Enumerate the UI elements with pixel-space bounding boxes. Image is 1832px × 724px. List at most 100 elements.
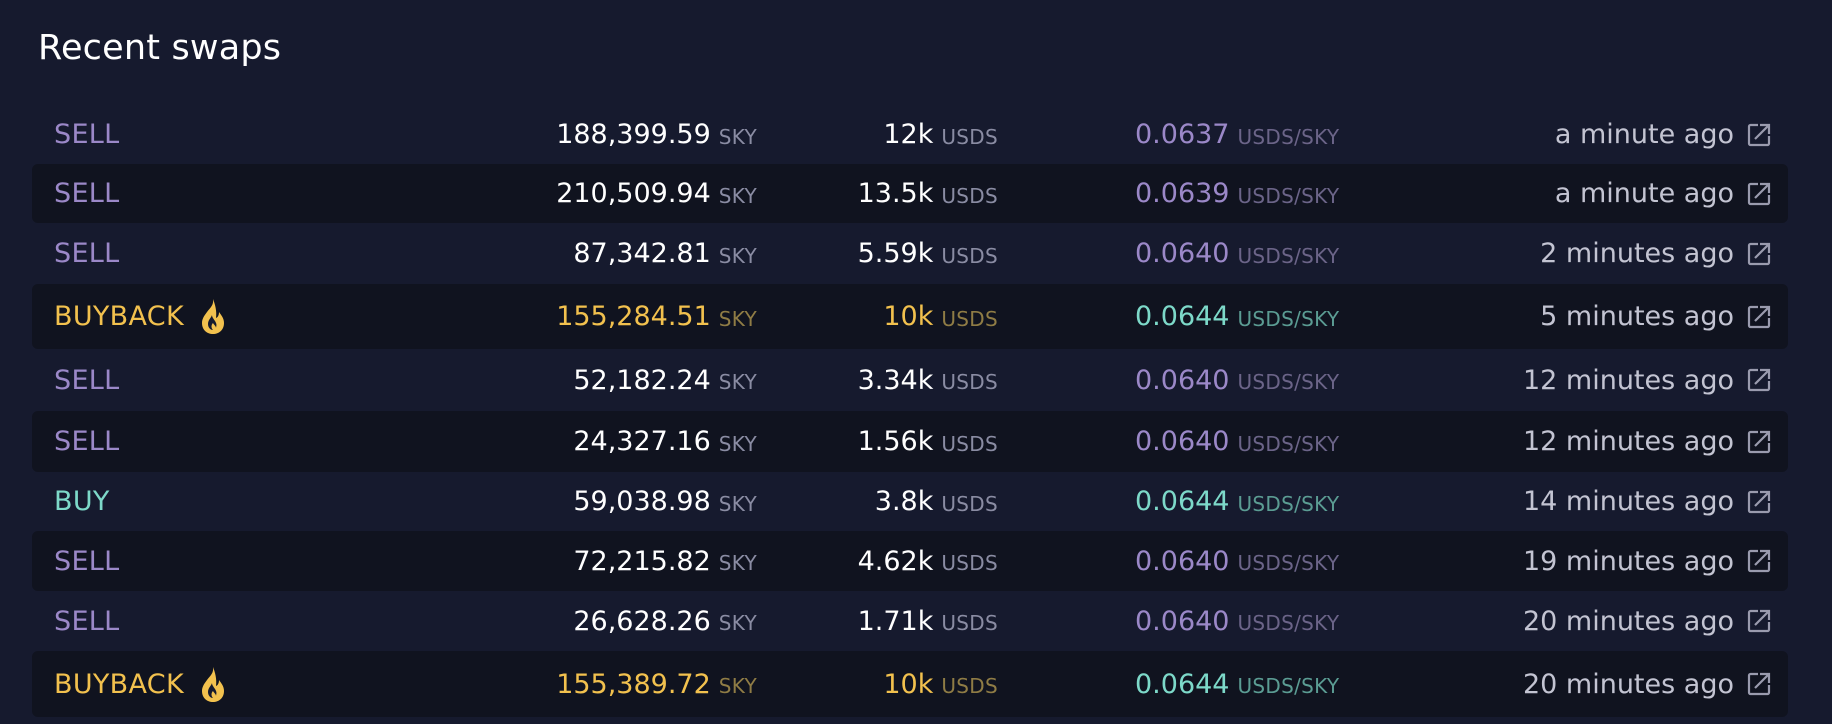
swap-type-label: SELL xyxy=(54,605,120,637)
swap-row[interactable]: SELL 52,182.24 SKY 3.34k USDS 0.0640 USDS/S… xyxy=(32,349,1788,411)
usds-amount-value: 12k xyxy=(883,119,934,150)
swap-row[interactable]: SELL 24,327.16 SKY 1.56k USDS 0.0640 USDS/S… xyxy=(32,411,1788,472)
usds-amount: 3.8k USDS xyxy=(875,472,998,531)
price: 0.0640 USDS/SKY xyxy=(1135,349,1339,411)
sky-amount-value: 210,509.94 xyxy=(556,178,711,209)
sky-amount: 72,215.82 SKY xyxy=(573,531,757,591)
sky-unit: SKY xyxy=(718,431,757,456)
usds-unit: USDS xyxy=(941,124,998,149)
sky-unit: SKY xyxy=(718,611,757,635)
swap-row[interactable]: SELL 210,509.94 SKY 13.5k USDS 0.0639 USDS/… xyxy=(32,164,1788,223)
time: 20 minutes ago xyxy=(1523,651,1772,717)
sky-amount-value: 24,327.16 xyxy=(573,426,711,457)
swap-type: BUY xyxy=(54,472,110,531)
sky-amount: 210,509.94 SKY xyxy=(556,164,757,223)
swap-row[interactable]: BUY 59,038.98 SKY 3.8k USDS 0.0644 USDS/SKY… xyxy=(32,472,1788,531)
sky-amount-value: 52,182.24 xyxy=(573,364,711,396)
swap-row[interactable]: BUYBACK 155,389.72 SKY 10k USDS 0.0644 USDS… xyxy=(32,651,1788,717)
price: 0.0644 USDS/SKY xyxy=(1135,472,1339,531)
sky-unit: SKY xyxy=(718,674,757,698)
usds-amount: 12k USDS xyxy=(883,105,998,164)
flame-icon xyxy=(201,299,224,334)
usds-unit: USDS xyxy=(941,674,998,698)
time-text: 20 minutes ago xyxy=(1522,668,1734,700)
swap-row[interactable]: SELL 26,628.26 SKY 1.71k USDS 0.0640 USDS/S… xyxy=(32,591,1788,651)
usds-unit: USDS xyxy=(941,183,998,208)
external-link-icon[interactable] xyxy=(1746,122,1772,148)
swap-row[interactable]: BUYBACK 155,284.51 SKY 10k USDS 0.0644 USDS… xyxy=(32,284,1788,349)
time-text: 14 minutes ago xyxy=(1522,486,1734,517)
external-link-icon[interactable] xyxy=(1746,181,1772,207)
external-link-icon[interactable] xyxy=(1746,608,1772,634)
swap-type: SELL xyxy=(54,223,119,284)
price-unit: USDS/SKY xyxy=(1237,243,1340,268)
price-unit: USDS/SKY xyxy=(1237,370,1340,394)
price-value: 0.0640 xyxy=(1135,238,1230,269)
sky-unit: SKY xyxy=(718,124,757,149)
price-unit: USDS/SKY xyxy=(1237,551,1340,575)
usds-amount-value: 1.71k xyxy=(857,605,934,637)
time: 20 minutes ago xyxy=(1523,591,1772,651)
swap-type: SELL xyxy=(54,591,119,651)
usds-amount-value: 3.8k xyxy=(874,486,934,517)
price-value: 0.0640 xyxy=(1135,426,1230,457)
swap-type-label: SELL xyxy=(54,119,120,150)
sky-amount: 155,284.51 SKY xyxy=(556,284,757,349)
sky-unit: SKY xyxy=(718,491,757,516)
usds-amount-value: 1.56k xyxy=(857,426,934,457)
time-text: 5 minutes ago xyxy=(1540,301,1734,332)
sky-amount: 87,342.81 SKY xyxy=(573,223,757,284)
page-title: Recent swaps xyxy=(38,28,282,68)
time: a minute ago xyxy=(1555,105,1772,164)
sky-amount: 52,182.24 SKY xyxy=(573,349,757,411)
price: 0.0640 USDS/SKY xyxy=(1135,223,1339,284)
external-link-icon[interactable] xyxy=(1746,429,1772,455)
swap-type-label: BUYBACK xyxy=(54,301,184,332)
swap-type: SELL xyxy=(54,411,119,472)
usds-amount-value: 4.62k xyxy=(857,545,934,577)
swap-row[interactable]: SELL 87,342.81 SKY 5.59k USDS 0.0640 USDS/S… xyxy=(32,223,1788,284)
price-unit: USDS/SKY xyxy=(1237,491,1340,516)
external-link-icon[interactable] xyxy=(1746,304,1772,330)
sky-amount: 59,038.98 SKY xyxy=(573,472,757,531)
sky-amount-value: 72,215.82 xyxy=(573,545,711,577)
external-link-icon[interactable] xyxy=(1746,671,1772,697)
time-text: a minute ago xyxy=(1554,119,1734,150)
price-unit: USDS/SKY xyxy=(1237,124,1340,149)
swap-type-label: SELL xyxy=(54,426,120,457)
sky-unit: SKY xyxy=(718,370,757,394)
price: 0.0637 USDS/SKY xyxy=(1135,105,1339,164)
price-unit: USDS/SKY xyxy=(1237,306,1340,331)
sky-amount-value: 155,284.51 xyxy=(556,301,711,332)
swap-type-label: SELL xyxy=(54,178,120,209)
usds-amount-value: 13.5k xyxy=(857,178,934,209)
usds-amount: 10k USDS xyxy=(883,651,998,717)
sky-unit: SKY xyxy=(718,551,757,575)
usds-amount-value: 10k xyxy=(883,668,934,700)
swap-type: SELL xyxy=(54,105,119,164)
swap-type: BUYBACK xyxy=(54,284,228,349)
usds-amount: 4.62k USDS xyxy=(858,531,998,591)
time: 12 minutes ago xyxy=(1523,349,1772,411)
time-text: 12 minutes ago xyxy=(1522,364,1734,396)
time-text: 12 minutes ago xyxy=(1522,426,1734,457)
price: 0.0640 USDS/SKY xyxy=(1135,531,1339,591)
usds-unit: USDS xyxy=(941,243,998,268)
price: 0.0644 USDS/SKY xyxy=(1135,284,1339,349)
external-link-icon[interactable] xyxy=(1746,241,1772,267)
usds-amount: 10k USDS xyxy=(883,284,998,349)
swap-row[interactable]: SELL 188,399.59 SKY 12k USDS 0.0637 USDS/SK… xyxy=(32,105,1788,164)
external-link-icon[interactable] xyxy=(1746,367,1772,393)
external-link-icon[interactable] xyxy=(1746,489,1772,515)
price-value: 0.0644 xyxy=(1135,301,1230,332)
price: 0.0639 USDS/SKY xyxy=(1135,164,1339,223)
swap-row[interactable]: SELL 72,215.82 SKY 4.62k USDS 0.0640 USDS/S… xyxy=(32,531,1788,591)
sky-amount: 155,389.72 SKY xyxy=(556,651,757,717)
time: 19 minutes ago xyxy=(1523,531,1772,591)
price-unit: USDS/SKY xyxy=(1237,431,1340,456)
sky-unit: SKY xyxy=(718,183,757,208)
swap-type-label: BUYBACK xyxy=(54,668,184,700)
external-link-icon[interactable] xyxy=(1746,548,1772,574)
price: 0.0640 USDS/SKY xyxy=(1135,411,1339,472)
